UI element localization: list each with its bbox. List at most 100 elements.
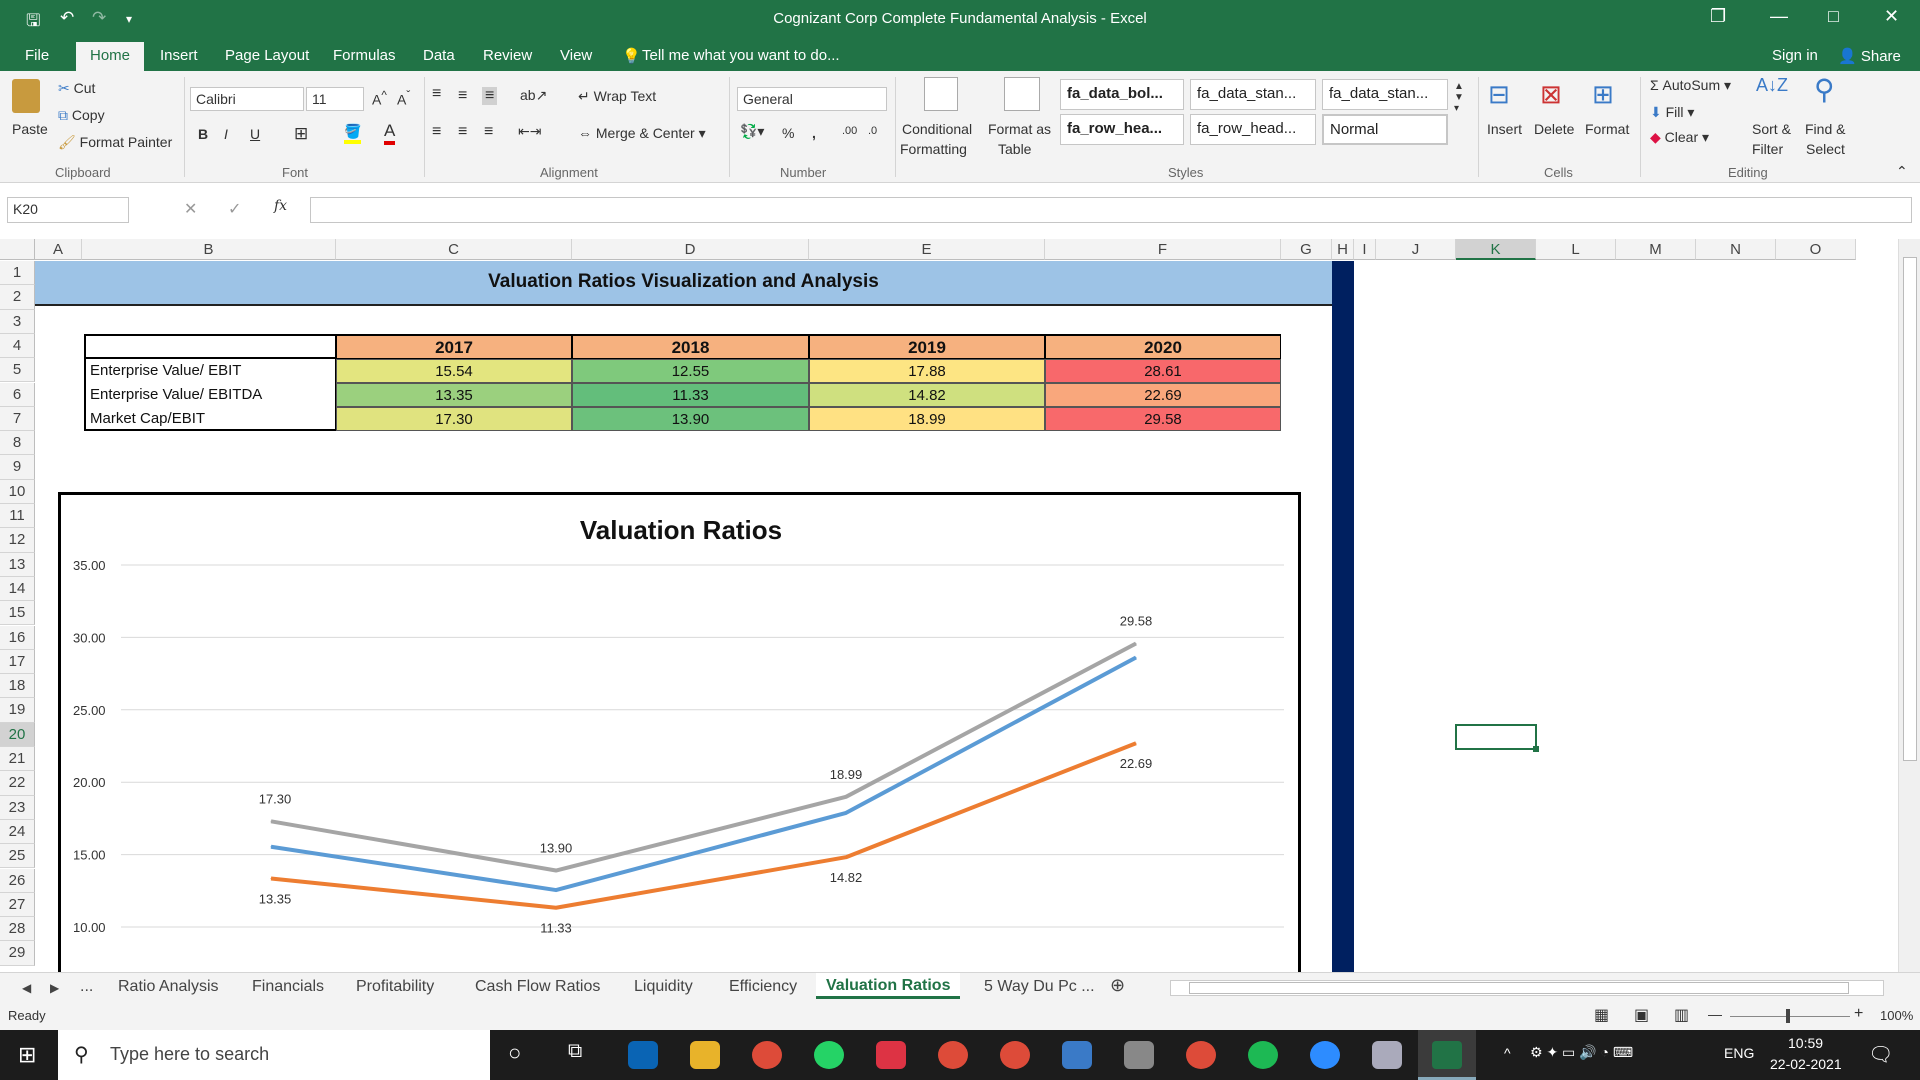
style-fa-row-header-bold[interactable]: fa_row_hea... <box>1060 114 1184 145</box>
sign-in-link[interactable]: Sign in <box>1772 47 1818 64</box>
format-cells-icon[interactable]: ⊞ <box>1592 79 1614 109</box>
page-layout-view-icon[interactable]: ▣ <box>1634 1007 1650 1024</box>
row-label-1[interactable]: Enterprise Value/ EBIT <box>84 359 337 383</box>
scroll-tabs-left-icon[interactable]: ◀ <box>22 981 32 995</box>
copy-button[interactable]: ⧉ Copy <box>58 107 105 124</box>
vertical-scroll-thumb[interactable] <box>1903 257 1917 761</box>
notifications-icon[interactable]: 🗨 <box>1868 1044 1894 1066</box>
increase-decimal-icon[interactable]: .00 <box>842 125 858 137</box>
tab-page-layout[interactable]: Page Layout <box>225 47 310 64</box>
vertical-scrollbar[interactable] <box>1898 239 1920 972</box>
year-header-2020[interactable]: 2020 <box>1045 334 1281 359</box>
fill-button[interactable]: ⬇ Fill ▾ <box>1650 104 1695 120</box>
style-fa-row-header[interactable]: fa_row_head... <box>1190 114 1316 145</box>
sheet-tab-valuation-ratios[interactable]: Valuation Ratios <box>816 973 961 999</box>
font-color-icon[interactable]: A <box>384 121 396 145</box>
year-header-2017[interactable]: 2017 <box>336 334 572 359</box>
style-fa-data-standard-1[interactable]: fa_data_stan... <box>1190 79 1316 110</box>
page-break-view-icon[interactable]: ▥ <box>1674 1007 1690 1024</box>
enter-icon[interactable]: ✓ <box>228 201 242 218</box>
row-header-20[interactable]: 20 <box>0 722 35 747</box>
row-header-16[interactable]: 16 <box>0 625 35 650</box>
wrap-text-button[interactable]: ↵ Wrap Text <box>578 88 656 105</box>
taskbar-search-box[interactable]: ⚲ Type here to search <box>58 1030 490 1080</box>
column-header-h[interactable]: H <box>1332 239 1354 260</box>
delete-cells-button[interactable]: Delete <box>1534 121 1575 137</box>
column-header-l[interactable]: L <box>1536 239 1616 260</box>
accounting-icon[interactable]: 💱▾ <box>740 123 765 139</box>
row-header-19[interactable]: 19 <box>0 698 35 723</box>
tab-insert[interactable]: Insert <box>160 47 198 64</box>
row-header-8[interactable]: 8 <box>0 431 35 456</box>
excel-taskbar-button[interactable] <box>1418 1030 1476 1080</box>
zoom-slider-thumb[interactable] <box>1786 1009 1790 1023</box>
cortana-icon[interactable]: ○ <box>508 1040 522 1065</box>
delete-cells-icon[interactable]: ⊠ <box>1540 79 1562 109</box>
align-middle-icon[interactable]: ≡ <box>458 87 468 104</box>
insert-function-icon[interactable]: fx <box>274 198 288 214</box>
horizontal-scroll-thumb[interactable] <box>1189 982 1849 994</box>
row-header-15[interactable]: 15 <box>0 601 35 626</box>
insert-cells-icon[interactable]: ⊟ <box>1488 79 1510 109</box>
clear-button[interactable]: ◆ Clear ▾ <box>1650 129 1710 145</box>
merge-center-button[interactable]: ⇔ Merge & Center ▾ <box>578 125 706 141</box>
column-header-j[interactable]: J <box>1376 239 1456 260</box>
spotify-icon[interactable] <box>1248 1041 1278 1069</box>
row-header-13[interactable]: 13 <box>0 552 35 577</box>
language-indicator[interactable]: ENG <box>1724 1045 1755 1061</box>
fill-color-icon[interactable]: 🪣 <box>344 123 362 144</box>
row-label-3[interactable]: Market Cap/EBIT <box>84 407 337 431</box>
align-right-icon[interactable]: ≡ <box>484 123 494 140</box>
row-header-5[interactable]: 5 <box>0 358 35 383</box>
table-cell[interactable]: 13.35 <box>336 383 572 407</box>
table-cell[interactable]: 17.88 <box>809 359 1045 383</box>
column-header-g[interactable]: G <box>1281 239 1332 260</box>
formula-input[interactable] <box>310 197 1912 223</box>
close-button[interactable]: ✕ <box>1884 6 1900 26</box>
align-left-icon[interactable]: ≡ <box>432 123 442 140</box>
italic-button[interactable]: I <box>224 126 228 142</box>
style-normal[interactable]: Normal <box>1322 114 1448 145</box>
calculator-icon[interactable] <box>1062 1041 1092 1069</box>
column-header-o[interactable]: O <box>1776 239 1856 260</box>
format-as-table-button[interactable]: Format as <box>988 121 1052 137</box>
paste-button[interactable]: Paste <box>12 121 48 137</box>
sheet-tab-profitability[interactable]: Profitability <box>356 978 435 995</box>
valuation-chart[interactable]: Valuation Ratios 10.00 15.00 20.00 25.00 30.0… <box>58 492 1301 982</box>
tray-overflow-icon[interactable]: ^ <box>1504 1045 1511 1061</box>
row-header-21[interactable]: 21 <box>0 747 35 772</box>
table-cell[interactable]: 17.30 <box>336 407 572 431</box>
column-header-f[interactable]: F <box>1045 239 1281 260</box>
styles-scroll-icon[interactable]: ▲ ▼ ▾ <box>1454 81 1464 114</box>
zoom-app-icon[interactable] <box>1310 1041 1340 1069</box>
column-header-a[interactable]: A <box>35 239 82 260</box>
sheet-tab-more[interactable]: ... <box>80 978 94 995</box>
tab-review[interactable]: Review <box>483 47 533 64</box>
orientation-icon[interactable]: ab↗ <box>520 87 548 103</box>
shrink-font-icon[interactable]: Aˇ <box>397 89 411 108</box>
find-select-button[interactable]: Find & <box>1805 121 1846 137</box>
sheet-tab-ratio-analysis[interactable]: Ratio Analysis <box>118 978 219 995</box>
row-header-27[interactable]: 27 <box>0 892 35 918</box>
column-header-i[interactable]: I <box>1354 239 1376 260</box>
table-cell[interactable]: 22.69 <box>1045 383 1281 407</box>
tab-home[interactable]: Home <box>76 42 145 71</box>
row-header-23[interactable]: 23 <box>0 795 35 820</box>
file-explorer-icon[interactable] <box>690 1041 720 1069</box>
row-header-29[interactable]: 29 <box>0 941 35 966</box>
row-header-28[interactable]: 28 <box>0 917 35 942</box>
decrease-decimal-icon[interactable]: .0 <box>868 125 878 137</box>
cancel-icon[interactable]: ✕ <box>184 201 198 218</box>
insert-cells-button[interactable]: Insert <box>1487 121 1523 137</box>
task-view-icon[interactable]: ⧉ <box>568 1040 583 1062</box>
row-header-18[interactable]: 18 <box>0 674 35 699</box>
horizontal-scrollbar[interactable] <box>1170 980 1884 996</box>
row-header-9[interactable]: 9 <box>0 455 35 480</box>
table-cell[interactable]: 13.90 <box>572 407 809 431</box>
tab-file[interactable]: File <box>25 47 50 64</box>
style-fa-data-standard-2[interactable]: fa_data_stan... <box>1322 79 1448 110</box>
tell-me-box[interactable]: Tell me what you want to do... <box>642 47 840 64</box>
row-header-4[interactable]: 4 <box>0 333 35 359</box>
conditional-formatting-icon[interactable] <box>924 77 958 111</box>
zoom-slider[interactable] <box>1730 1016 1850 1017</box>
